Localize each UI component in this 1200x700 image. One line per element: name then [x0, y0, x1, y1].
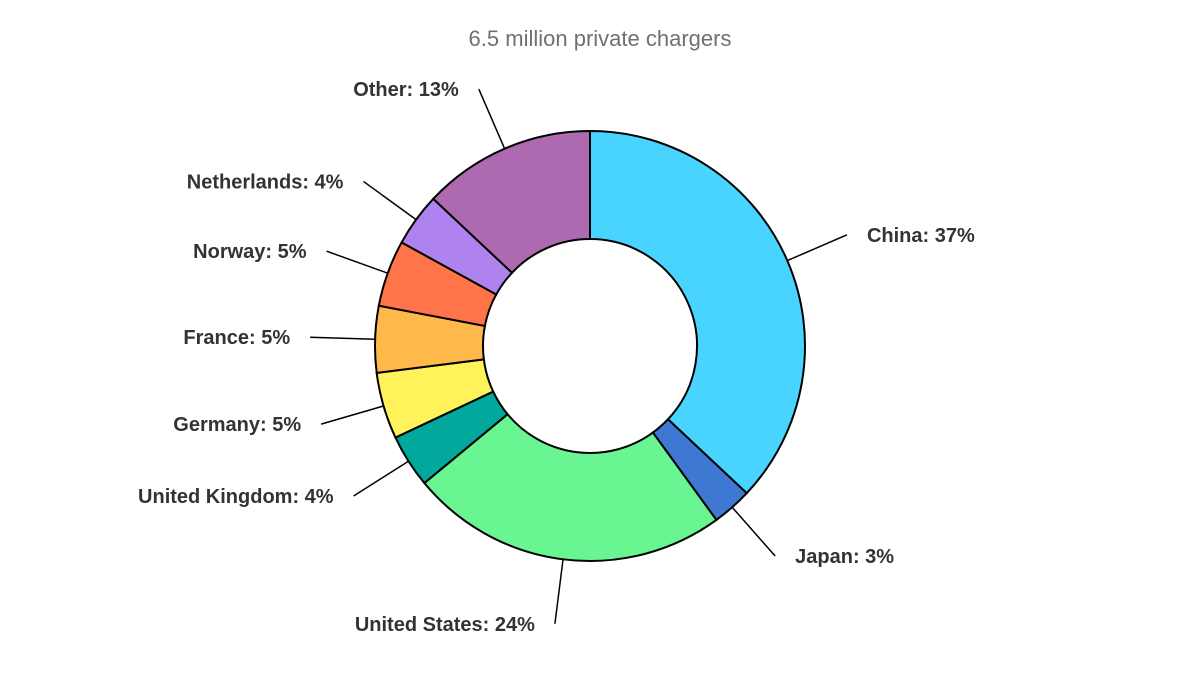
- labels-layer: China: 37% Japan: 3% United States: 24% Uni…: [138, 79, 975, 636]
- leader-lines-layer: [310, 88, 848, 624]
- slices-layer: [374, 129, 806, 562]
- leader-line-other: [478, 88, 506, 149]
- leader-line-france: [310, 336, 376, 340]
- label-norway: Norway: 5%: [193, 241, 307, 263]
- label-netherlands: Netherlands: 4%: [187, 171, 344, 193]
- label-united-states: United States: 24%: [355, 614, 535, 636]
- label-france: France: 5%: [183, 327, 290, 349]
- label-united-kingdom: United Kingdom: 4%: [138, 486, 334, 508]
- leader-line-china: [787, 234, 848, 262]
- chart-title: 6.5 million private chargers: [468, 26, 732, 51]
- label-germany: Germany: 5%: [173, 414, 301, 436]
- leader-line-netherlands: [363, 180, 417, 221]
- slice-united-states: [422, 412, 718, 562]
- leader-line-united-kingdom: [353, 460, 409, 497]
- slice-other: [431, 129, 591, 275]
- leader-line-united-states: [554, 559, 564, 624]
- slice-china: [589, 129, 806, 495]
- leader-line-norway: [326, 250, 388, 274]
- label-china: China: 37%: [867, 225, 975, 247]
- label-other: Other: 13%: [353, 79, 459, 101]
- label-japan: Japan: 3%: [795, 546, 894, 568]
- leader-line-japan: [731, 506, 776, 557]
- leader-line-germany: [320, 405, 384, 425]
